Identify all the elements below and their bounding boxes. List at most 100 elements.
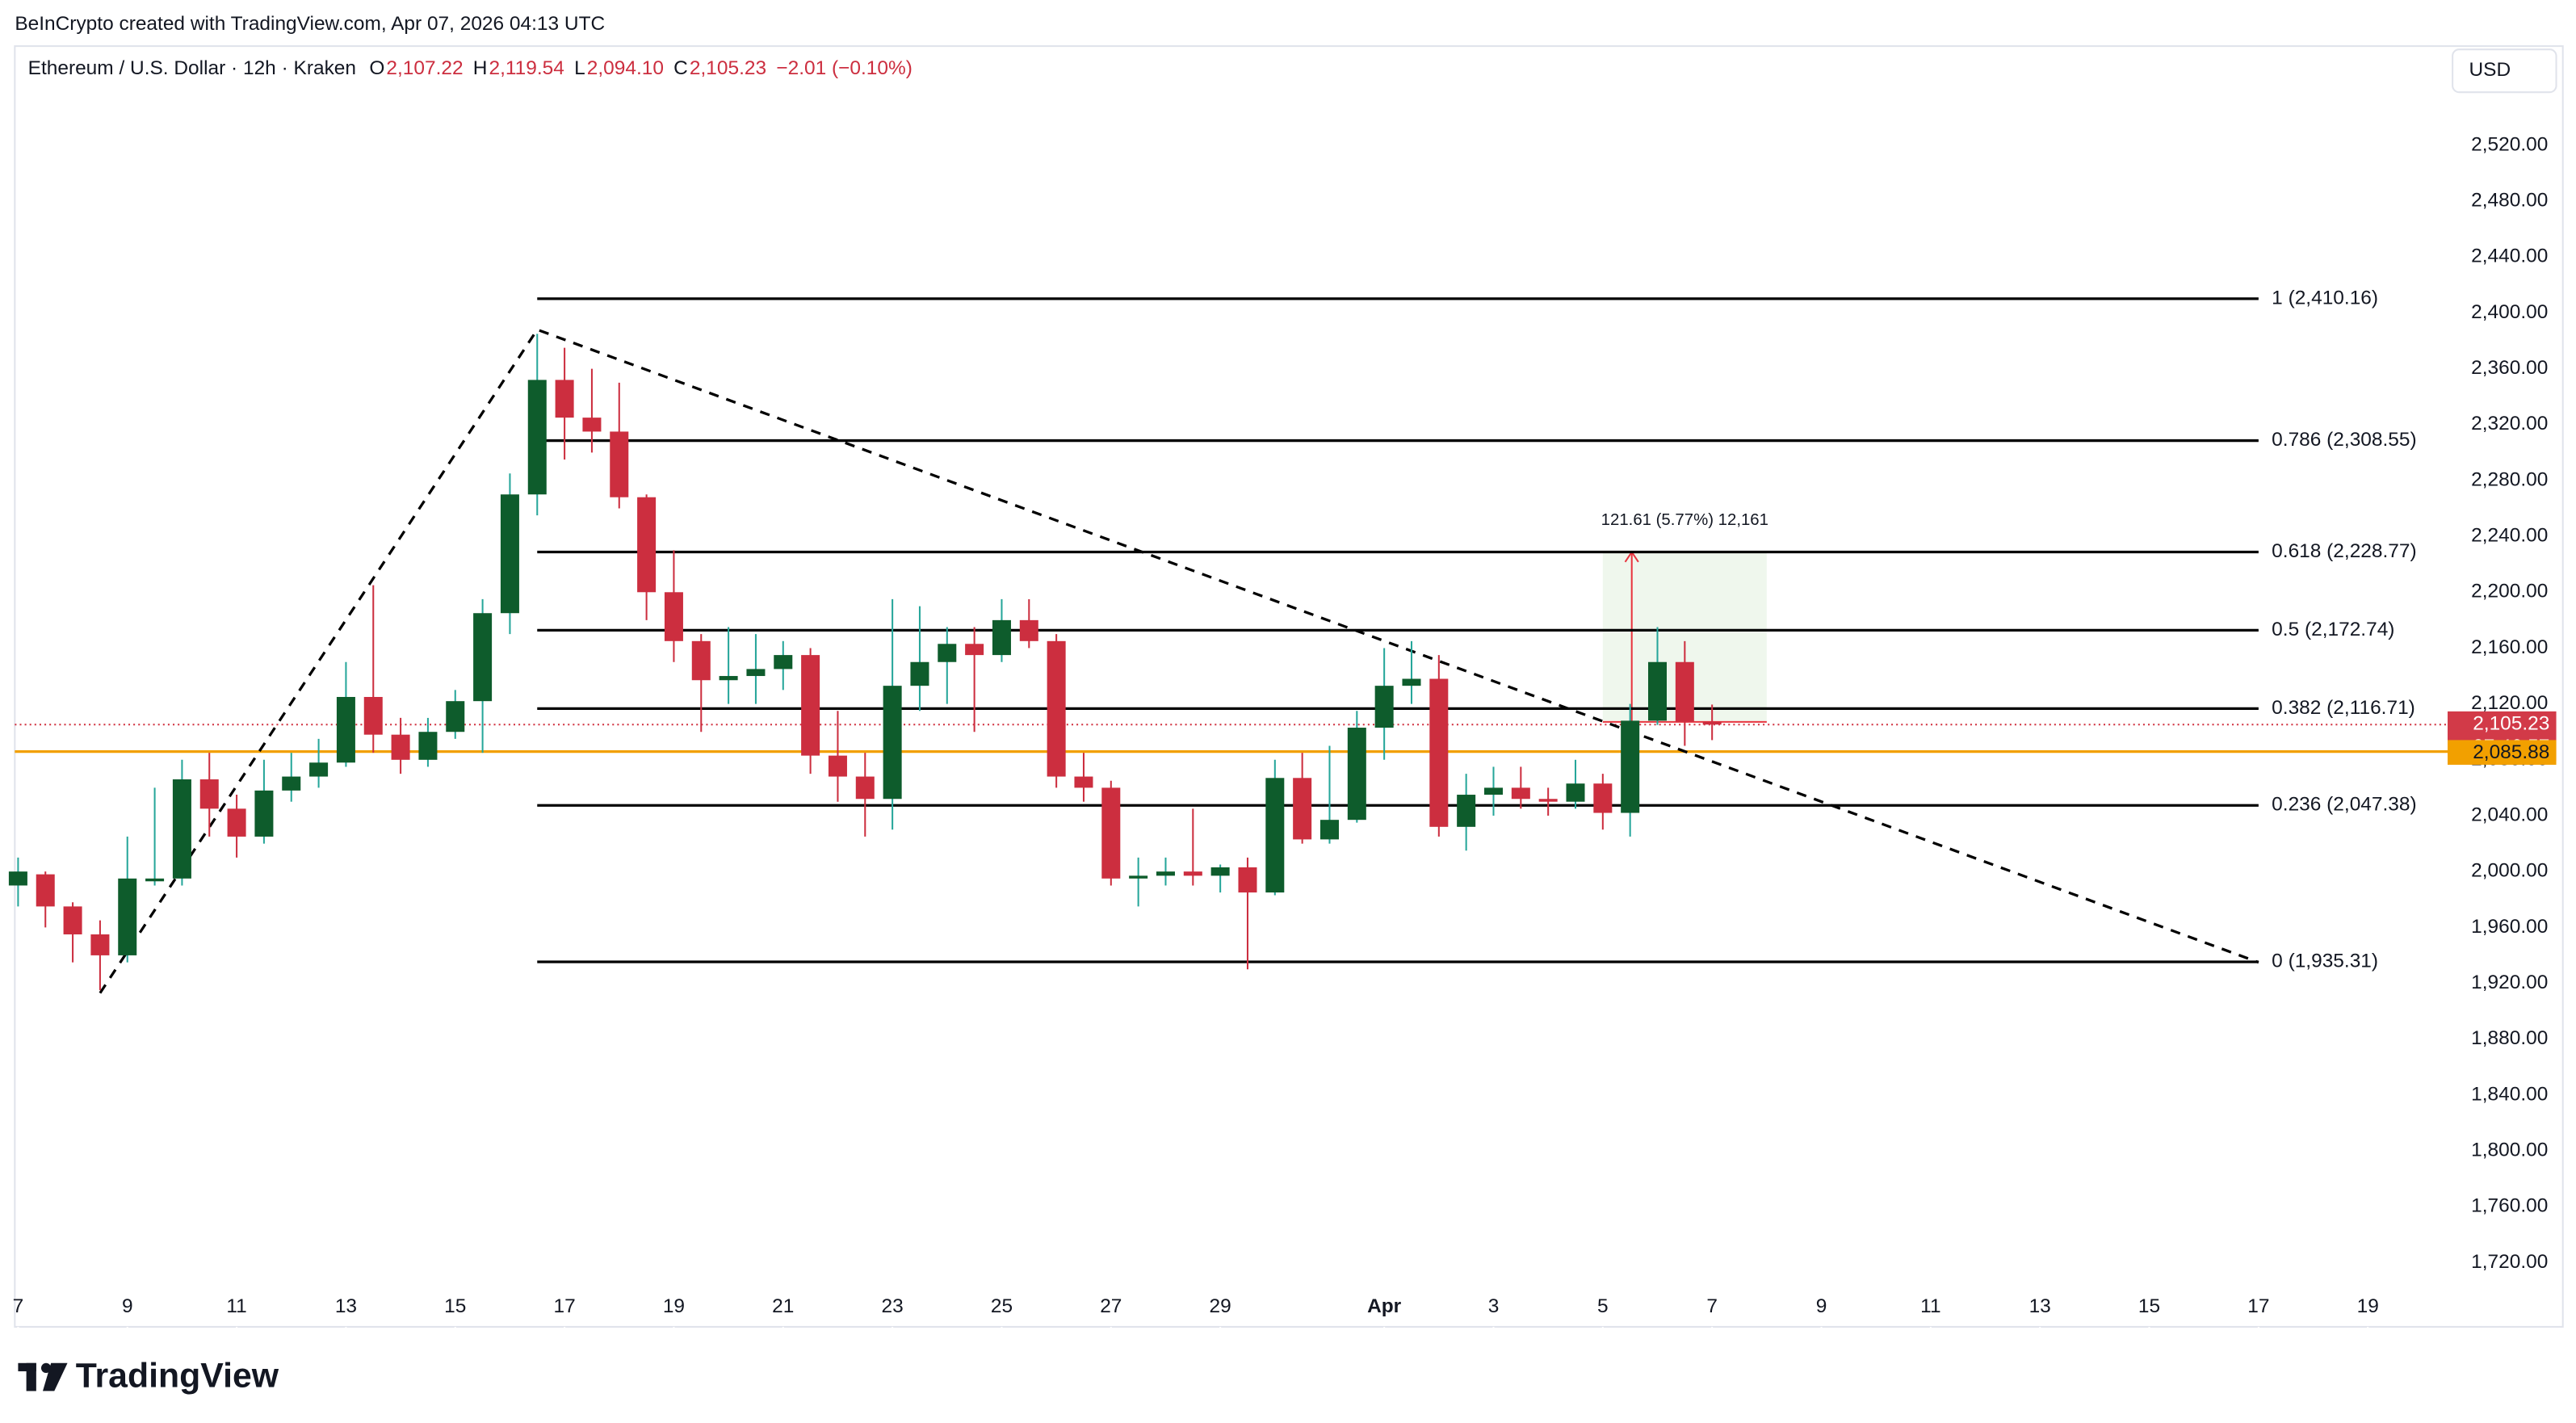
candle-body	[1593, 783, 1613, 813]
price-tag-label: 2,105.23	[2473, 713, 2549, 735]
candle-body	[992, 619, 1011, 656]
candle-body	[227, 808, 246, 837]
y-tick-label: 1,960.00	[2471, 916, 2548, 938]
y-tick-label: 2,040.00	[2471, 804, 2548, 825]
candle-body	[1483, 787, 1503, 795]
y-tick-label: 2,400.00	[2471, 301, 2548, 323]
candle-body	[309, 762, 329, 777]
candle-body	[500, 494, 519, 614]
candle-body	[1319, 820, 1339, 840]
x-tick-label: 13	[2029, 1295, 2051, 1317]
candle-body	[1621, 720, 1640, 813]
attribution: BeInCrypto created with TradingView.com,…	[15, 13, 605, 35]
x-tick-label: 11	[226, 1295, 246, 1317]
candle-body	[828, 755, 847, 777]
candle-body	[254, 790, 274, 837]
fib-label: 0.236 (2,047.38)	[2272, 794, 2416, 816]
candle-body	[36, 874, 55, 907]
fib-label: 0.5 (2,172.74)	[2272, 619, 2394, 640]
candle-body	[1183, 871, 1202, 876]
candle-body	[1129, 875, 1148, 879]
x-tick-label: Apr	[1367, 1295, 1402, 1317]
candle-body	[1457, 795, 1476, 827]
y-tick-label: 2,280.00	[2471, 468, 2548, 490]
candle-body	[8, 871, 27, 886]
fib-label: 1 (2,410.16)	[2272, 287, 2378, 309]
legend-key: H	[473, 57, 488, 79]
fib-label: 0.618 (2,228.77)	[2272, 540, 2416, 562]
candle-body	[1402, 678, 1421, 686]
x-tick-label: 17	[554, 1295, 576, 1317]
candle-body	[1019, 619, 1038, 641]
chart-frame	[14, 45, 2564, 1328]
trendline	[99, 328, 2259, 994]
legend-value: 2,107.22	[386, 57, 463, 79]
candle-body	[1101, 787, 1121, 879]
candle-body	[90, 934, 110, 955]
candle-body	[1675, 661, 1694, 722]
candle-body	[801, 655, 820, 756]
candle-body	[1074, 776, 1093, 788]
x-tick-label: 13	[335, 1295, 357, 1317]
candle-body	[910, 661, 929, 686]
candle-body	[691, 640, 711, 681]
candle-body	[1265, 778, 1285, 893]
candle-body	[855, 776, 875, 800]
legend-key: C	[673, 57, 688, 79]
x-tick-label: 15	[2138, 1295, 2160, 1317]
y-tick-label: 1,800.00	[2471, 1139, 2548, 1161]
x-tick-label: 15	[444, 1295, 466, 1317]
x-tick-label: 17	[2247, 1295, 2269, 1317]
x-tick-label: 19	[2357, 1295, 2379, 1317]
y-tick-label: 2,520.00	[2471, 133, 2548, 155]
candle-body	[637, 497, 657, 593]
candle-body	[774, 655, 793, 670]
y-tick-label: 2,000.00	[2471, 860, 2548, 882]
y-tick-label: 2,320.00	[2471, 413, 2548, 434]
x-tick-label: 23	[882, 1295, 904, 1317]
candle-body	[336, 696, 355, 763]
measure-label: 121.61 (5.77%) 12,161	[1601, 511, 1768, 529]
y-tick-label: 2,240.00	[2471, 525, 2548, 547]
currency-button[interactable]	[2452, 48, 2557, 94]
candle-body	[582, 418, 602, 432]
price-tag	[2448, 740, 2557, 765]
candle-body	[1538, 799, 1558, 802]
x-tick-label: 5	[1597, 1295, 1609, 1317]
y-tick-label: 2,200.00	[2471, 581, 2548, 602]
x-tick-label: 3	[1488, 1295, 1500, 1317]
candle-body	[363, 696, 383, 735]
candle-body	[1238, 867, 1257, 893]
chart-title: Ethereum / U.S. Dollar · 12h · Kraken	[28, 57, 356, 79]
y-tick-label: 1,840.00	[2471, 1083, 2548, 1105]
legend-key: L	[574, 57, 585, 79]
candle-body	[1210, 867, 1230, 876]
candle-body	[746, 669, 766, 677]
candle-body	[527, 380, 547, 495]
candle-body	[199, 779, 219, 809]
x-tick-label: 9	[1816, 1295, 1827, 1317]
y-tick-label: 1,920.00	[2471, 972, 2548, 993]
candle-body	[1647, 661, 1668, 721]
legend-value: 2,094.10	[587, 57, 664, 79]
candle-body	[446, 701, 465, 732]
brand-name: TradingView	[76, 1356, 279, 1395]
fib-label: 0 (1,935.31)	[2272, 950, 2378, 972]
candle-body	[1347, 728, 1366, 821]
candle-body	[1047, 640, 1066, 777]
candle-body	[63, 906, 82, 934]
candle-body	[664, 592, 683, 641]
x-tick-label: 7	[13, 1295, 24, 1317]
legend-value: 2,105.23	[690, 57, 766, 79]
candle-body	[1429, 678, 1449, 827]
legend-change: −2.01 (−0.10%)	[776, 57, 913, 79]
candle-body	[938, 644, 957, 662]
candle-body	[965, 644, 984, 656]
candle-body	[418, 732, 438, 760]
fib-label: 0.382 (2,116.71)	[2272, 697, 2415, 719]
y-tick-label: 1,720.00	[2471, 1251, 2548, 1273]
candle-body	[1566, 783, 1585, 802]
x-tick-label: 27	[1100, 1295, 1122, 1317]
